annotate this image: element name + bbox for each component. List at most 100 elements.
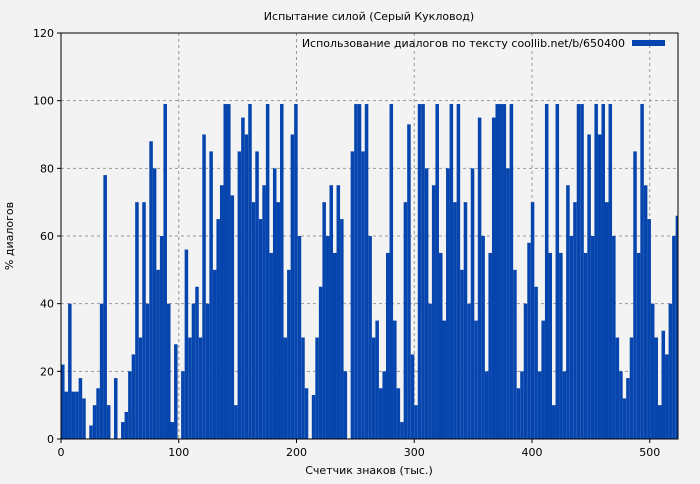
bar bbox=[61, 364, 65, 439]
bar bbox=[75, 391, 79, 439]
x-tick-label: 0 bbox=[58, 446, 65, 459]
bar bbox=[534, 286, 538, 439]
bar bbox=[396, 388, 401, 439]
bar bbox=[438, 252, 443, 439]
bar bbox=[121, 422, 125, 439]
bar bbox=[142, 202, 146, 439]
y-tick-label: 80 bbox=[40, 162, 54, 175]
bar bbox=[654, 337, 658, 439]
bar bbox=[615, 337, 620, 439]
bar bbox=[227, 104, 231, 440]
bar bbox=[604, 202, 609, 439]
x-tick-label: 200 bbox=[286, 446, 307, 459]
bar bbox=[318, 286, 323, 439]
bar bbox=[290, 134, 295, 439]
bar bbox=[502, 104, 507, 440]
y-tick-label: 20 bbox=[40, 365, 54, 378]
bar bbox=[587, 134, 591, 439]
bar bbox=[361, 151, 365, 439]
bar bbox=[506, 168, 510, 440]
bar bbox=[576, 104, 581, 440]
bar bbox=[477, 117, 482, 439]
bar bbox=[562, 371, 567, 439]
bar bbox=[491, 117, 496, 439]
bar bbox=[131, 354, 136, 439]
bar bbox=[149, 141, 153, 439]
bar bbox=[474, 320, 478, 439]
bar bbox=[265, 104, 270, 440]
y-tick-label: 0 bbox=[47, 433, 54, 446]
x-tick-label: 500 bbox=[639, 446, 660, 459]
bar bbox=[555, 104, 560, 440]
bar bbox=[537, 371, 542, 439]
bar bbox=[552, 405, 556, 439]
bar bbox=[509, 104, 514, 440]
bar bbox=[636, 252, 641, 439]
bar bbox=[463, 202, 468, 439]
bar bbox=[301, 337, 305, 439]
x-tick-label: 100 bbox=[168, 446, 189, 459]
bar bbox=[566, 185, 570, 439]
bar bbox=[675, 215, 678, 439]
bar bbox=[650, 303, 655, 439]
bar bbox=[548, 252, 553, 439]
bar bbox=[661, 330, 666, 439]
bar bbox=[619, 371, 623, 439]
bar bbox=[647, 219, 651, 439]
legend: Использование диалогов по тексту coollib… bbox=[302, 37, 665, 50]
bar bbox=[294, 104, 298, 440]
bar bbox=[417, 104, 422, 440]
bar bbox=[315, 337, 319, 439]
bar bbox=[601, 104, 605, 440]
bar bbox=[400, 422, 404, 439]
bar bbox=[212, 269, 217, 439]
bar bbox=[71, 391, 76, 439]
bar bbox=[544, 104, 549, 440]
bar bbox=[626, 378, 630, 439]
bar bbox=[205, 303, 210, 439]
bar bbox=[424, 168, 429, 440]
x-tick-label: 400 bbox=[521, 446, 542, 459]
bar bbox=[269, 252, 273, 439]
bars bbox=[61, 104, 678, 440]
bar bbox=[495, 104, 500, 440]
bar bbox=[184, 249, 189, 439]
bar bbox=[453, 202, 457, 439]
bar bbox=[665, 354, 669, 439]
bar bbox=[230, 195, 235, 439]
bar bbox=[481, 236, 485, 439]
bar bbox=[382, 371, 386, 439]
bar bbox=[580, 104, 584, 440]
bar bbox=[106, 405, 111, 439]
bar bbox=[138, 337, 143, 439]
bar bbox=[354, 104, 358, 440]
bar bbox=[389, 104, 394, 440]
x-axis-label: Счетчик знаков (тыс.) bbox=[305, 464, 433, 477]
legend-swatch bbox=[632, 40, 665, 46]
bar bbox=[442, 320, 447, 439]
bar bbox=[583, 252, 588, 439]
bar bbox=[163, 104, 167, 440]
bar bbox=[96, 388, 100, 439]
bar bbox=[573, 202, 577, 439]
bar bbox=[92, 405, 97, 439]
bar bbox=[216, 219, 220, 439]
bar bbox=[541, 320, 545, 439]
bar bbox=[643, 185, 648, 439]
bar bbox=[597, 134, 602, 439]
bar bbox=[241, 117, 245, 439]
bar bbox=[460, 269, 464, 439]
bar bbox=[657, 405, 662, 439]
bar bbox=[414, 405, 418, 439]
bar bbox=[467, 303, 471, 439]
bar bbox=[668, 303, 673, 439]
bar bbox=[499, 104, 503, 440]
bar bbox=[103, 175, 107, 439]
bar bbox=[559, 252, 563, 439]
bar bbox=[166, 303, 171, 439]
bar bbox=[135, 202, 139, 439]
bar bbox=[209, 151, 213, 439]
bar bbox=[410, 354, 415, 439]
bar bbox=[329, 185, 333, 439]
